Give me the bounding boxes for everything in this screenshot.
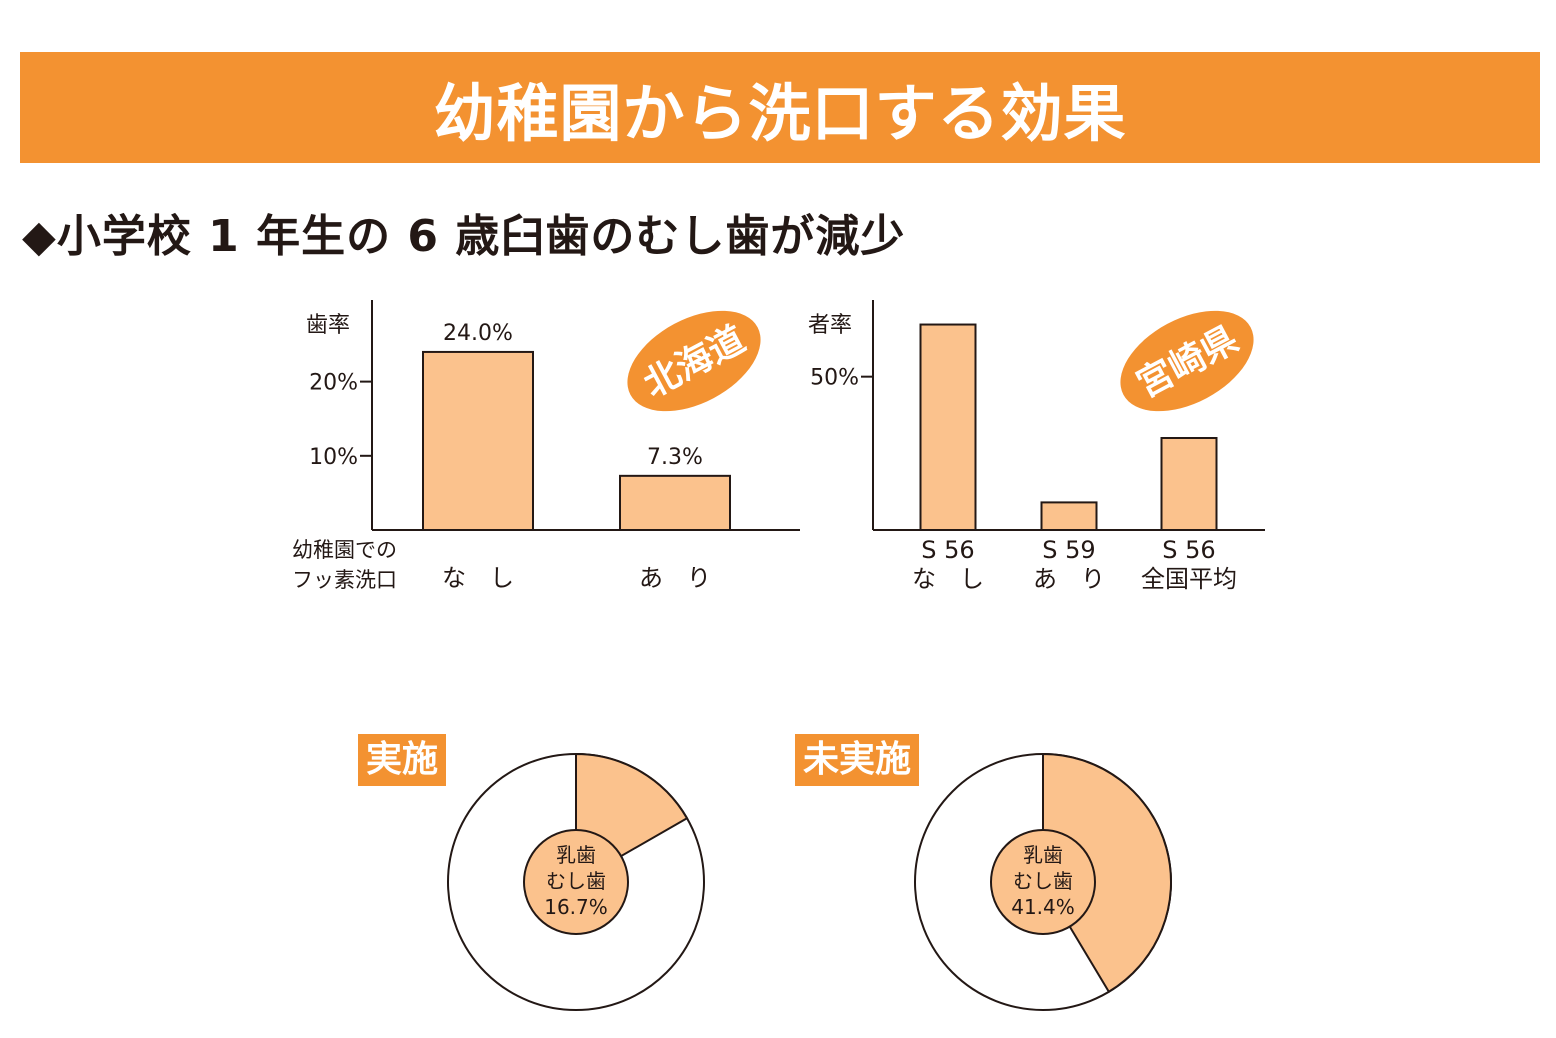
title-banner: 幼稚園から洗口する効果 — [20, 52, 1540, 163]
pie-tag-not-implemented: 未実施 — [795, 734, 920, 786]
chart2-region-badge — [1120, 310, 1254, 412]
chart2-category-label: S 56 — [1162, 536, 1215, 564]
pie2-center-line2: むし歯 — [1013, 869, 1073, 893]
chart2-region-label: 宮崎県 — [1130, 319, 1245, 406]
chart2-ytick-label: 50% — [810, 366, 859, 391]
chart1-bar — [422, 350, 534, 531]
chart1-ytick-label: 10% — [309, 445, 358, 470]
page-title: 幼稚園から洗口する効果 — [433, 76, 1127, 150]
chart1-value-label: 24.0% — [443, 321, 513, 346]
chart1-category-label: あ り — [639, 564, 711, 592]
pie1-outer — [447, 753, 705, 1011]
pie-tag-implemented: 実施 — [358, 734, 447, 786]
chart1-xlabel-line2: フッ素洗口 — [292, 568, 397, 592]
pie1-slice — [575, 752, 689, 884]
chart2-bar — [1160, 437, 1218, 531]
chart2-category-label: S 59 — [1042, 536, 1095, 564]
pie1-center-value: 16.7% — [544, 895, 608, 919]
chart2-bar — [1040, 501, 1098, 531]
chart2-category-label: S 56 — [921, 536, 974, 564]
chart1-region-badge — [627, 310, 761, 412]
pie2-center-value: 41.4% — [1011, 895, 1075, 919]
chart1-ytick-label: 20% — [309, 371, 358, 396]
chart2-ylabel: 者率 — [808, 313, 852, 338]
chart2-category-sublabel: 全国平均 — [1141, 565, 1237, 593]
chart1-value-label: 7.3% — [647, 445, 703, 470]
chart1-category-label: な し — [442, 564, 514, 592]
chart1-xlabel-line1: 幼稚園での — [292, 538, 397, 562]
pie2-slice — [1042, 752, 1172, 994]
pie1-center-line2: むし歯 — [546, 869, 606, 893]
pie1-center-line1: 乳歯 — [556, 843, 596, 867]
pie2-center — [990, 829, 1096, 935]
pie2-outer — [914, 753, 1172, 1011]
chart1-bar — [619, 474, 731, 532]
chart1-ylabel: 歯率 — [306, 313, 350, 338]
chart2-category-sublabel: あ り — [1033, 565, 1105, 593]
pie2-center-line1: 乳歯 — [1023, 843, 1063, 867]
pie1-center — [523, 829, 629, 935]
chart1-region-label: 北海道 — [637, 319, 752, 406]
section-subtitle: ◆小学校 1 年生の 6 歳臼歯のむし歯が減少 — [22, 211, 906, 262]
chart2-category-sublabel: な し — [912, 565, 984, 593]
chart2-bar — [919, 323, 977, 531]
